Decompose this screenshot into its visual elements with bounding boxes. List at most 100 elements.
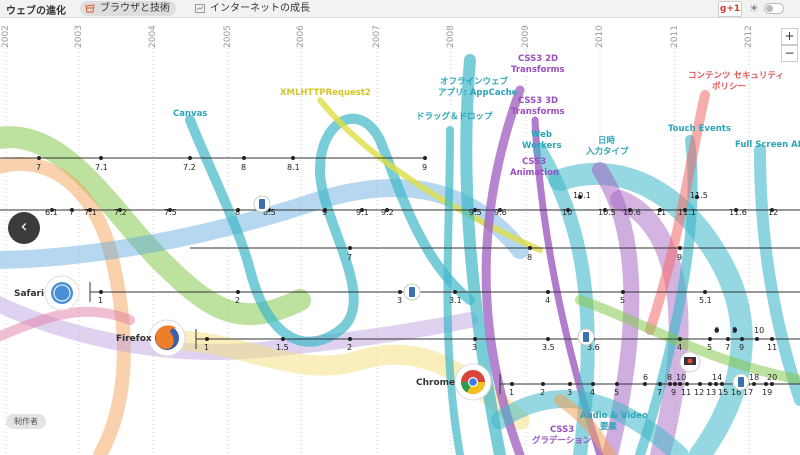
- svg-text:10: 10: [562, 208, 572, 217]
- svg-text:6.1: 6.1: [45, 208, 58, 217]
- svg-text:6: 6: [643, 373, 648, 382]
- year-label: 2008: [446, 25, 456, 48]
- svg-text:3.6: 3.6: [587, 343, 600, 352]
- svg-text:9.5: 9.5: [469, 208, 482, 217]
- svg-text:10: 10: [754, 326, 764, 335]
- year-label: 2009: [521, 25, 531, 48]
- top-bar: ウェブの進化 ブラウザと技術 インターネットの成長 g+1 ☀: [0, 0, 800, 18]
- tab-internet-growth[interactable]: インターネットの成長: [190, 1, 316, 16]
- svg-text:1: 1: [204, 343, 209, 352]
- svg-text:7.1: 7.1: [95, 163, 108, 172]
- chrome-icon: [454, 363, 492, 401]
- svg-text:9: 9: [422, 163, 427, 172]
- svg-text:9: 9: [322, 208, 327, 217]
- evolution-chart[interactable]: 2002 2003 2004 2005 2006 2007 2008 2009 …: [0, 18, 800, 455]
- feature-css3-2d-2: Transforms: [511, 65, 565, 75]
- feature-datetime-1: 日時: [598, 135, 616, 146]
- svg-text:4: 4: [545, 296, 550, 305]
- version-row-firefox: 1 1.5 2 3 3.5 3.6 4 5 6 7 8 9 10 11: [204, 326, 777, 352]
- svg-text:15: 15: [718, 388, 728, 397]
- chart-icon: [195, 4, 205, 13]
- firefox-label: Firefox: [116, 334, 152, 344]
- year-labels: 2002 2003 2004 2005 2006 2007 2008 2009 …: [1, 25, 754, 48]
- year-label: 2002: [1, 25, 11, 48]
- feature-offline-1: オフラインウェブ: [440, 76, 509, 87]
- feature-labels[interactable]: XMLHTTPRequest2 Canvas オフラインウェブ アプリ: App…: [173, 54, 800, 446]
- svg-text:1.5: 1.5: [276, 343, 289, 352]
- svg-text:12: 12: [694, 388, 704, 397]
- zoom-out-button[interactable]: −: [781, 45, 798, 62]
- feature-fullscreen: Full Screen API: [735, 140, 800, 150]
- google-plus-button[interactable]: g+1: [718, 1, 742, 17]
- svg-text:7: 7: [36, 163, 41, 172]
- browser-markers[interactable]: Safari Firefox Chrome: [14, 275, 501, 401]
- theme-toggle[interactable]: [764, 3, 784, 14]
- feature-css3-3d-1: CSS3 3D: [518, 96, 558, 106]
- feature-csp-1: コンテンツ セキュリティ: [688, 71, 784, 81]
- svg-text:1: 1: [509, 388, 514, 397]
- version-row-chrome: 1 2 3 4 5 6 7 8 9 10 11 12 13 14 15 16 1…: [509, 373, 777, 397]
- svg-text:12: 12: [768, 208, 778, 217]
- svg-text:17: 17: [743, 388, 753, 397]
- mobile-icon: [738, 377, 744, 387]
- year-label: 2006: [296, 25, 306, 48]
- svg-text:2: 2: [235, 296, 240, 305]
- svg-text:7: 7: [69, 208, 74, 217]
- feature-workers-1: Web: [531, 130, 552, 140]
- chrome-label: Chrome: [416, 378, 455, 388]
- feature-css3-anim-1: CSS3: [522, 157, 546, 167]
- back-arrow-button[interactable]: ‹: [8, 212, 40, 244]
- svg-text:9.2: 9.2: [381, 208, 394, 217]
- safari-icon: [44, 275, 80, 311]
- svg-text:11: 11: [767, 343, 777, 352]
- credits-button[interactable]: 制作者: [6, 414, 46, 429]
- svg-text:8.1: 8.1: [287, 163, 300, 172]
- app-title: ウェブの進化: [6, 6, 66, 17]
- svg-text:7.2: 7.2: [183, 163, 196, 172]
- svg-text:10.1: 10.1: [573, 191, 591, 200]
- svg-text:7: 7: [657, 388, 662, 397]
- svg-text:8: 8: [241, 163, 246, 172]
- feature-css3-anim-2: Animation: [510, 168, 559, 178]
- feature-datetime-2: 入力タイプ: [585, 146, 629, 157]
- safari-label: Safari: [14, 289, 44, 299]
- browser-icon: [85, 4, 95, 13]
- year-label: 2005: [223, 25, 233, 48]
- svg-text:5: 5: [614, 388, 619, 397]
- feature-css3-grad-2: グラデーション: [532, 435, 592, 446]
- svg-text:9.6: 9.6: [494, 208, 507, 217]
- feature-csp-2: ポリシー: [712, 81, 746, 92]
- svg-text:6: 6: [714, 326, 719, 335]
- svg-text:3.1: 3.1: [449, 296, 462, 305]
- svg-text:9: 9: [671, 388, 676, 397]
- device-markers[interactable]: [253, 195, 750, 391]
- tab-browsers-and-tech[interactable]: ブラウザと技術: [80, 1, 176, 16]
- feature-drag-drop: ドラッグ＆ドロップ: [416, 111, 493, 122]
- svg-text:11: 11: [656, 208, 666, 217]
- sun-icon[interactable]: ☀: [749, 2, 759, 15]
- svg-text:9: 9: [677, 253, 682, 262]
- year-label: 2012: [744, 25, 754, 48]
- svg-text:11.1: 11.1: [678, 208, 696, 217]
- year-label: 2011: [670, 25, 680, 48]
- svg-text:7.2: 7.2: [114, 208, 127, 217]
- svg-text:8: 8: [667, 373, 672, 382]
- svg-text:7.5: 7.5: [164, 208, 177, 217]
- svg-text:2: 2: [540, 388, 545, 397]
- zoom-in-button[interactable]: +: [781, 28, 798, 45]
- svg-text:4: 4: [677, 343, 682, 352]
- tab-label: ブラウザと技術: [100, 3, 170, 14]
- feature-offline-2: アプリ: AppCache: [438, 87, 518, 98]
- feature-audio-2: 要素: [600, 421, 618, 432]
- svg-text:3: 3: [567, 388, 572, 397]
- mobile-icon: [583, 332, 589, 342]
- svg-text:14: 14: [712, 373, 722, 382]
- svg-text:5: 5: [707, 343, 712, 352]
- svg-text:10.5: 10.5: [598, 208, 616, 217]
- feature-canvas: Canvas: [173, 109, 207, 119]
- feature-workers-2: Workers: [522, 141, 562, 151]
- svg-text:8.5: 8.5: [263, 208, 276, 217]
- year-label: 2007: [372, 25, 382, 48]
- tab-label: インターネットの成長: [210, 3, 310, 14]
- feature-xhr2: XMLHTTPRequest2: [280, 88, 371, 98]
